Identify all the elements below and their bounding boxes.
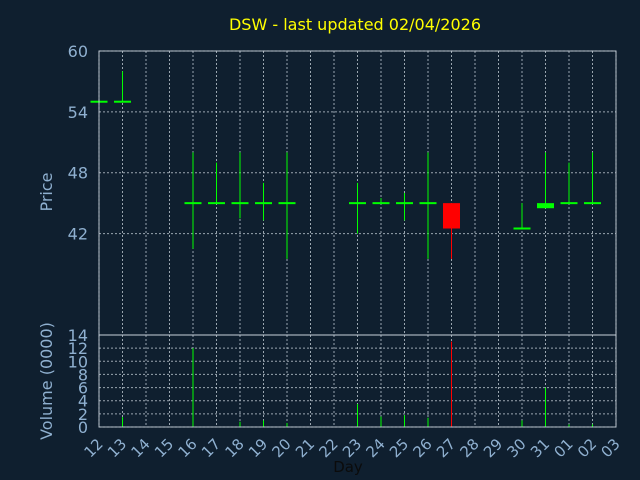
volume-axis-label: Volume (0000) xyxy=(37,322,56,440)
x-tick-labels: 1213141516171819202122232425262728293031… xyxy=(81,435,624,461)
x-tick-label: 18 xyxy=(222,435,248,461)
candle-body xyxy=(584,202,601,205)
volume-tick-label: 14 xyxy=(68,326,88,345)
x-tick-label: 26 xyxy=(410,435,436,461)
volume-tick-label: 2 xyxy=(78,405,88,424)
x-tick-label: 24 xyxy=(363,435,389,461)
price-tick-label: 54 xyxy=(68,103,88,122)
price-axis-label: Price xyxy=(37,172,56,211)
x-tick-label: 03 xyxy=(598,435,624,461)
volume-tick-label: 8 xyxy=(78,365,88,384)
volume-tick-label: 10 xyxy=(68,352,88,371)
x-tick-label: 01 xyxy=(551,435,577,461)
x-tick-label: 12 xyxy=(81,435,107,461)
x-tick-label: 19 xyxy=(245,435,271,461)
volume-bars xyxy=(122,341,593,427)
x-tick-label: 14 xyxy=(128,435,154,461)
x-tick-label: 30 xyxy=(504,435,530,461)
candle-body xyxy=(255,202,272,205)
candle-body xyxy=(419,202,437,205)
candle-body xyxy=(443,203,460,229)
x-tick-label: 27 xyxy=(433,435,459,461)
x-tick-label: 13 xyxy=(104,435,130,461)
x-tick-label: 29 xyxy=(480,435,506,461)
price-tick-label: 42 xyxy=(68,225,88,244)
chart-title: DSW - last updated 02/04/2026 xyxy=(229,15,481,34)
candle-body xyxy=(231,202,249,205)
price-tick-label: 60 xyxy=(68,42,88,61)
volume-tick-label: 6 xyxy=(78,379,88,398)
x-tick-label: 16 xyxy=(175,435,201,461)
x-tick-label: 31 xyxy=(527,435,553,461)
x-axis-label: Day xyxy=(333,458,363,476)
candle-body xyxy=(513,227,531,230)
candles xyxy=(90,71,601,259)
volume-tick-label: 4 xyxy=(78,392,88,411)
x-tick-label: 20 xyxy=(269,435,295,461)
volume-tick-label: 0 xyxy=(78,418,88,437)
candle-body xyxy=(372,202,390,205)
candle-body xyxy=(537,203,554,209)
x-tick-label: 15 xyxy=(151,435,177,461)
candle-body xyxy=(349,202,366,205)
x-tick-label: 02 xyxy=(574,435,600,461)
x-tick-label: 25 xyxy=(386,435,412,461)
candle-body xyxy=(184,202,202,205)
candle-body xyxy=(278,202,296,205)
volume-tick-label: 12 xyxy=(68,339,88,358)
x-tick-label: 21 xyxy=(292,435,318,461)
candle-body xyxy=(114,100,131,103)
volume-panel-frame xyxy=(98,334,617,428)
candle-body xyxy=(396,202,413,205)
x-tick-label: 17 xyxy=(198,435,224,461)
price-tick-label: 48 xyxy=(68,164,88,183)
price-tick-labels: 42 48 54 60 xyxy=(68,42,88,244)
candle-body xyxy=(560,202,578,205)
candle-body xyxy=(208,202,225,205)
x-tick-label: 28 xyxy=(457,435,483,461)
